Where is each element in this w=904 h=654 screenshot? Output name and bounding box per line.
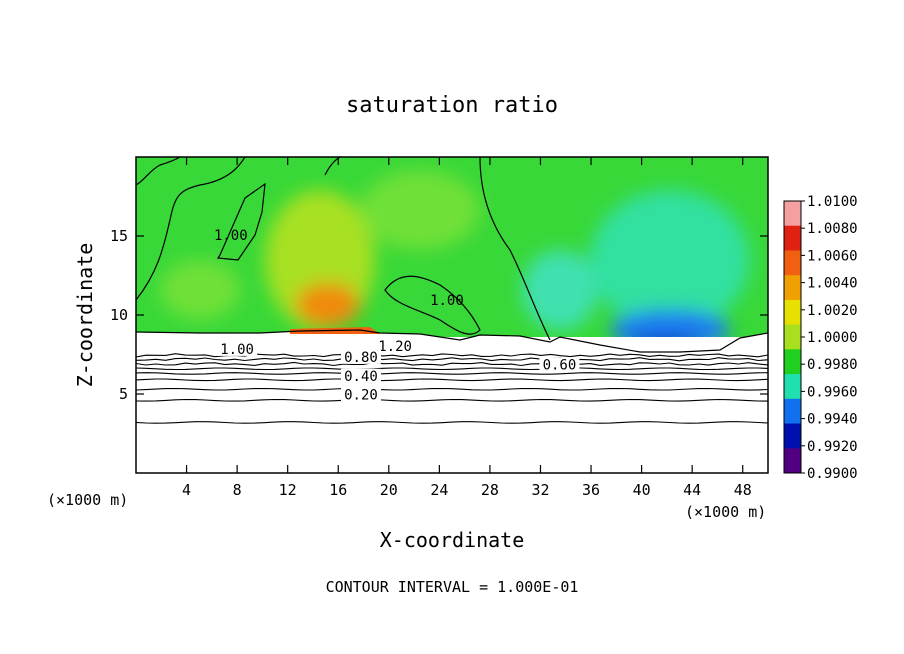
contour-1.00-main <box>136 157 246 301</box>
contour-labels: 1.00 1.00 1.00 1.200.80 0.60 0.40 0.20 <box>214 228 580 404</box>
colorbar-label: 1.0000 <box>807 330 858 346</box>
x-unit-left: (×1000 m) <box>47 491 128 509</box>
contour-label: 0.60 <box>543 358 577 374</box>
contour-interval-note: CONTOUR INTERVAL = 1.000E-01 <box>326 578 579 596</box>
colorbar-swatch <box>784 225 801 251</box>
y-axis-ticks: 5 10 15 <box>110 227 768 403</box>
colorbar-label: 1.0080 <box>807 221 858 237</box>
x-tick-label: 40 <box>633 481 651 499</box>
plot-area <box>136 157 768 473</box>
contour-label-bg <box>375 338 416 353</box>
contour-line <box>136 357 768 362</box>
colorbar-swatch <box>784 324 801 350</box>
field-region-cyan-right <box>590 190 750 330</box>
contour-1.00-upper <box>216 182 266 261</box>
contour-label-bg <box>340 387 381 402</box>
x-tick-label: 4 <box>182 481 191 499</box>
contour-line <box>136 367 768 371</box>
field-region-lightgreen-left <box>160 260 240 320</box>
y-tick-label: 15 <box>110 227 128 245</box>
contour-line <box>136 398 768 402</box>
colorbar-label: 1.0020 <box>807 303 858 319</box>
x-axis-label: X-coordinate <box>380 528 525 552</box>
colorbar: 1.0100 1.0080 1.0060 1.0040 1.0020 1.0000 0.99… <box>783 194 858 482</box>
contour-label: 1.00 <box>214 228 248 244</box>
field-region-lightgreen <box>360 170 480 250</box>
colorbar-label: 0.9900 <box>807 466 858 482</box>
x-tick-label: 12 <box>279 481 297 499</box>
x-unit-right: (×1000 m) <box>685 503 766 521</box>
x-tick-label: 32 <box>531 481 549 499</box>
x-tick-label: 24 <box>430 481 448 499</box>
x-tick-label: 20 <box>380 481 398 499</box>
contour-line <box>136 378 768 382</box>
colorbar-label: 0.9980 <box>807 357 858 373</box>
contour-label: 1.00 <box>430 293 464 309</box>
contour-label: 0.80 <box>344 350 378 366</box>
contour-line <box>136 372 768 375</box>
colorbar-label: 0.9960 <box>807 384 858 400</box>
x-tick-label: 28 <box>481 481 499 499</box>
colorbar-swatch <box>784 250 801 276</box>
colorbar-swatch <box>784 201 801 227</box>
contour-1.00-middle <box>384 157 551 341</box>
colorbar-swatch <box>784 423 801 449</box>
colorbar-label: 1.0060 <box>807 248 858 264</box>
colorbar-label: 0.9940 <box>807 412 858 428</box>
x-tick-label: 36 <box>582 481 600 499</box>
contour-line <box>136 421 768 424</box>
contour-label: 0.20 <box>344 388 378 404</box>
colorbar-label: 1.0100 <box>807 194 858 210</box>
contour-label-bg <box>340 349 381 364</box>
lower-contour-lines <box>136 353 768 424</box>
field-region-orange-peak <box>296 283 360 327</box>
contour-label-bg <box>340 368 381 383</box>
y-axis-label: Z-coordinate <box>73 243 97 388</box>
contour-label: 1.20 <box>378 339 412 355</box>
colorbar-swatch <box>784 275 801 301</box>
colorbar-swatch <box>784 398 801 425</box>
x-tick-label: 48 <box>734 481 752 499</box>
colorbar-swatch <box>784 374 801 400</box>
contour-label-bg <box>539 357 580 372</box>
colorbar-swatch <box>784 299 801 326</box>
chart-title: saturation ratio <box>346 93 558 118</box>
colorbar-swatch <box>784 349 801 375</box>
contour-line <box>136 361 768 367</box>
colorbar-swatch <box>784 448 801 474</box>
y-tick-label: 5 <box>119 385 128 403</box>
x-tick-label: 8 <box>233 481 242 499</box>
field-region-cyan-mid <box>522 250 598 330</box>
contour-label: 0.40 <box>344 369 378 385</box>
colorbar-label: 0.9920 <box>807 439 858 455</box>
colorbar-label: 1.0040 <box>807 276 858 292</box>
contour-label: 1.00 <box>220 342 254 358</box>
contour-line <box>136 387 768 391</box>
x-tick-label: 44 <box>683 481 701 499</box>
contour-cloud-edge <box>136 329 768 353</box>
contour-label-bg <box>217 341 258 356</box>
x-tick-label: 16 <box>329 481 347 499</box>
x-axis-ticks: 4 8 12 16 20 24 28 32 36 40 44 48 <box>182 157 752 499</box>
y-tick-label: 10 <box>110 306 128 324</box>
